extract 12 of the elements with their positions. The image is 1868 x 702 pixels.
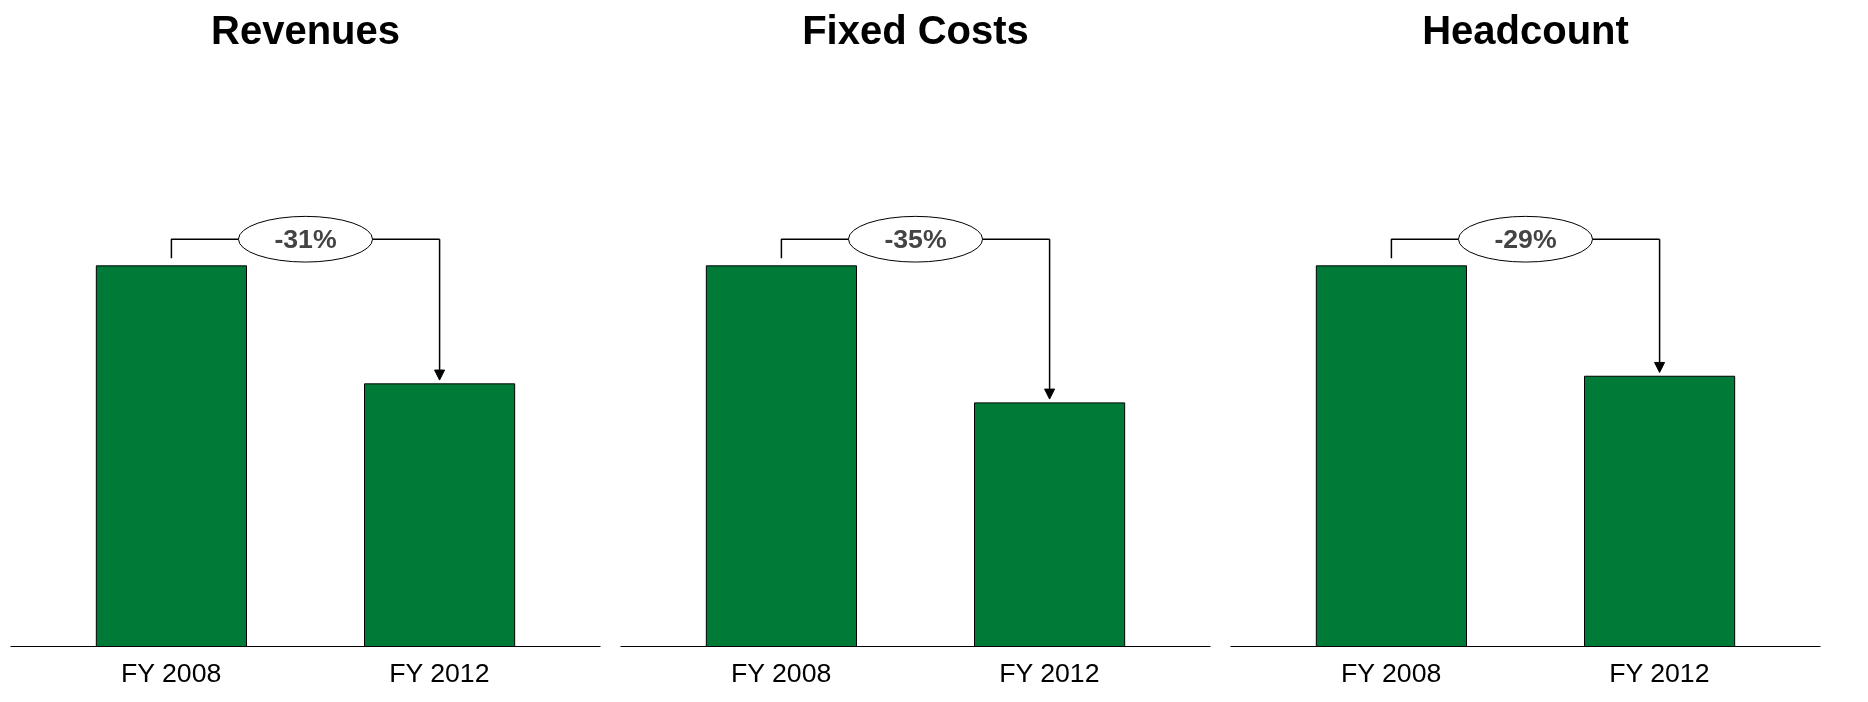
text: -29% (1494, 224, 1557, 255)
chart-title: Headcount (1422, 7, 1629, 52)
x-tick-label: FY 2008 (1341, 657, 1442, 688)
x-tick-label: FY 2008 (121, 657, 222, 688)
x-tick-label: FY 2008 (731, 657, 832, 688)
text: -31% (274, 224, 337, 255)
text: -35% (884, 224, 947, 255)
x-tick-label: FY 2012 (999, 657, 1100, 688)
chart-title: Fixed Costs (802, 7, 1029, 52)
x-tick-label: FY 2012 (1609, 657, 1710, 688)
chart-title: Revenues (211, 7, 400, 52)
x-tick-label: FY 2012 (389, 657, 490, 688)
